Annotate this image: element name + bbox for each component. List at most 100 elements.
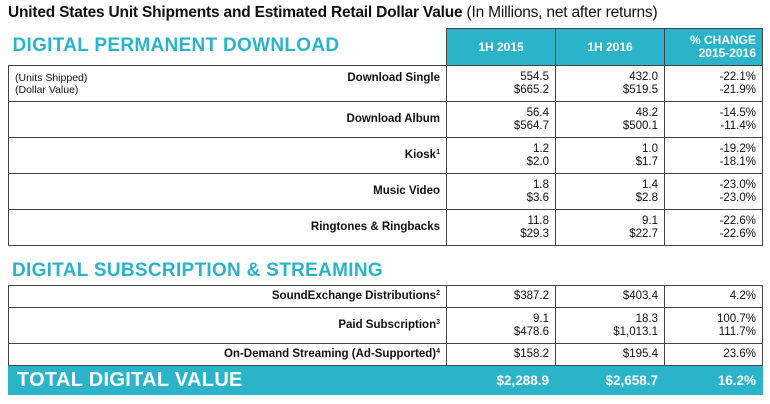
row-label-text: Download Single — [347, 71, 440, 84]
table-row: Ringtones & Ringbacks 11.8 $29.3 9.1 $22.7… — [8, 209, 763, 246]
cell-change: 4.2% — [664, 285, 763, 308]
cell-1h2016: 48.2 $500.1 — [555, 101, 665, 138]
table-row: (Units Shipped) (Dollar Value) Download … — [8, 65, 763, 102]
report-title-subtitle: (In Millions, net after returns) — [466, 4, 658, 21]
dollar-value: $2.8 — [635, 191, 658, 204]
cell-1h2015: 56.4 $564.7 — [446, 101, 556, 138]
cell-change: -23.0% -23.0% — [664, 173, 763, 210]
total-1h2015: $2,288.9 — [446, 365, 556, 395]
cell-1h2015: 9.1 $478.6 — [446, 307, 556, 344]
cell-change: -14.5% -11.4% — [664, 101, 763, 138]
col-header-change-line2: 2015-2016 — [698, 46, 756, 60]
units-value: 18.3 — [635, 312, 658, 325]
table-row: Download Album 56.4 $564.7 48.2 $500.1 -14… — [8, 101, 763, 138]
row-label-text: On-Demand Streaming (Ad-Supported) — [223, 348, 437, 360]
dollar-value: $22.7 — [629, 227, 658, 240]
dollar-value: $564.7 — [513, 119, 549, 132]
report-title: United States Unit Shipments and Estimat… — [8, 4, 658, 22]
cell-1h2015: $158.2 — [446, 343, 556, 366]
units-change: -14.5% — [719, 106, 756, 119]
permanent-section-title: DIGITAL PERMANENT DOWNLOAD — [12, 35, 340, 57]
cell-1h2016: 18.3 $1,013.1 — [555, 307, 665, 344]
units-value: 9.1 — [642, 214, 658, 227]
total-row: TOTAL DIGITAL VALUE $2,288.9 $2,658.7 16… — [8, 365, 763, 395]
units-value: 11.8 — [527, 214, 549, 227]
units-value: 1.2 — [533, 142, 549, 155]
cell-1h2016: 1.4 $2.8 — [555, 173, 665, 210]
table-row: SoundExchange Distributions2 $387.2 $403… — [8, 285, 763, 308]
dollar-value: $1,013.1 — [613, 325, 658, 338]
col-header-1h2015: 1H 2015 — [446, 28, 556, 66]
row-label: SoundExchange Distributions2 — [8, 285, 447, 308]
streaming-table: SoundExchange Distributions2 $387.2 $403… — [8, 285, 763, 395]
row-label: On-Demand Streaming (Ad-Supported)4 — [8, 343, 447, 366]
table-row: Kiosk1 1.2 $2.0 1.0 $1.7 -19.2% -18.1% — [8, 137, 763, 174]
units-value: 432.0 — [629, 70, 658, 83]
cell-change: 100.7% 111.7% — [664, 307, 763, 344]
units-value: 56.4 — [526, 106, 549, 119]
row-label: Ringtones & Ringbacks — [8, 209, 447, 246]
dollar-value: $2.0 — [526, 155, 549, 168]
table-row: On-Demand Streaming (Ad-Supported)4 $158… — [8, 343, 763, 366]
table-row: Paid Subscription3 9.1 $478.6 18.3 $1,013.… — [8, 307, 763, 344]
total-label: TOTAL DIGITAL VALUE — [8, 365, 447, 395]
dollar-change: -23.0% — [719, 191, 756, 204]
row-label: Music Video — [8, 173, 447, 210]
total-1h2016: $2,658.7 — [555, 365, 665, 395]
dollar-value: $519.5 — [622, 83, 658, 96]
table-row: Music Video 1.8 $3.6 1.4 $2.8 -23.0% -23.0% — [8, 173, 763, 210]
col-header-change: % CHANGE 2015-2016 — [664, 28, 763, 66]
footnote-marker: 1 — [436, 149, 440, 156]
units-value: 1.0 — [642, 142, 658, 155]
row-label-text: Paid Subscription — [338, 319, 437, 331]
dollar-change: -22.6% — [719, 227, 756, 240]
permanent-header-blank: DIGITAL PERMANENT DOWNLOAD — [8, 28, 447, 66]
cell-change: -19.2% -18.1% — [664, 137, 763, 174]
units-value: 48.2 — [635, 106, 658, 119]
row-label-text: Download Album — [346, 113, 440, 125]
units-value: 1.8 — [533, 178, 549, 191]
col-header-1h2016: 1H 2016 — [555, 28, 665, 66]
units-change: -22.6% — [719, 214, 756, 227]
cell-1h2015: $387.2 — [446, 285, 556, 308]
report-title-main: United States Unit Shipments and Estimat… — [8, 4, 463, 21]
cell-1h2015: 11.8 $29.3 — [446, 209, 556, 246]
units-value: 9.1 — [533, 312, 549, 325]
dollar-value: $665.2 — [513, 83, 549, 96]
permanent-download-header-row: DIGITAL PERMANENT DOWNLOAD 1H 2015 1H 20… — [8, 28, 763, 66]
dollar-change: -18.1% — [719, 155, 756, 168]
row-label: Kiosk1 — [8, 137, 447, 174]
cell-1h2016: 9.1 $22.7 — [555, 209, 665, 246]
cell-1h2015: 1.8 $3.6 — [446, 173, 556, 210]
streaming-section-title: DIGITAL SUBSCRIPTION & STREAMING — [12, 260, 383, 281]
footnote-marker: 3 — [436, 319, 440, 326]
units-value: 1.4 — [642, 178, 658, 191]
footnote-marker: 2 — [436, 290, 440, 297]
footnote-marker: 4 — [436, 348, 440, 355]
cell-change: 23.6% — [664, 343, 763, 366]
cell-change: -22.6% -22.6% — [664, 209, 763, 246]
units-change: -22.1% — [719, 70, 756, 83]
units-value: 554.5 — [520, 70, 549, 83]
col-header-change-line1: % CHANGE — [689, 33, 756, 47]
dollar-value: $29.3 — [520, 227, 549, 240]
units-change: 100.7% — [716, 312, 756, 325]
cell-change: -22.1% -21.9% — [664, 65, 763, 102]
cell-1h2015: 554.5 $665.2 — [446, 65, 556, 102]
cell-1h2016: $195.4 — [555, 343, 665, 366]
cell-1h2016: 1.0 $1.7 — [555, 137, 665, 174]
row-label: Download Album — [8, 101, 447, 138]
total-change: 16.2% — [664, 365, 763, 395]
units-dollar-note: (Units Shipped) (Dollar Value) — [15, 72, 87, 96]
dollar-value: $3.6 — [526, 191, 549, 204]
dollar-change: -21.9% — [719, 83, 756, 96]
units-change: -23.0% — [719, 178, 756, 191]
row-label-text: Ringtones & Ringbacks — [310, 221, 440, 233]
dollar-change: -11.4% — [720, 119, 756, 132]
dollar-value-note: (Dollar Value) — [15, 83, 79, 96]
cell-1h2016: 432.0 $519.5 — [555, 65, 665, 102]
cell-1h2015: 1.2 $2.0 — [446, 137, 556, 174]
permanent-download-table: DIGITAL PERMANENT DOWNLOAD 1H 2015 1H 20… — [8, 28, 763, 246]
row-label-text: SoundExchange Distributions — [271, 290, 437, 302]
dollar-value: $478.6 — [513, 325, 549, 338]
